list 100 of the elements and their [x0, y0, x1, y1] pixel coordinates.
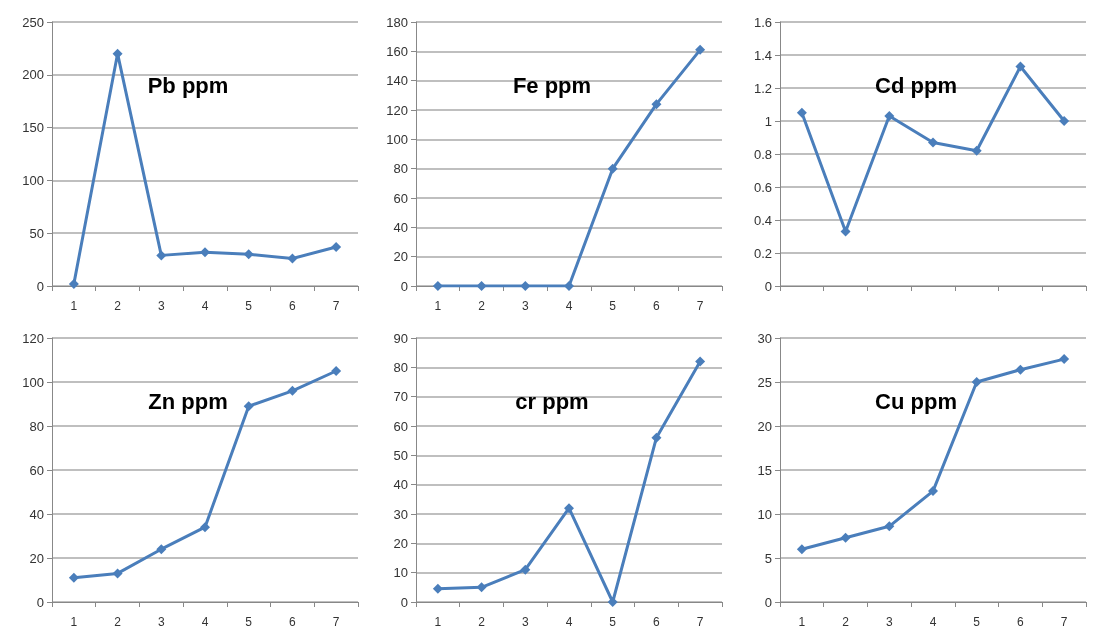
point: [1059, 116, 1070, 126]
point: [287, 385, 298, 396]
x-tick-label: 7: [332, 299, 340, 313]
point: [476, 281, 487, 291]
x-tick-label: 3: [157, 615, 165, 629]
point: [695, 44, 706, 55]
point: [971, 377, 982, 387]
x-tick-label: 6: [653, 615, 661, 629]
point: [651, 432, 662, 443]
x-tick-label: 5: [609, 299, 617, 313]
point: [243, 401, 254, 412]
text: Cu ppm: [875, 388, 957, 414]
text: Zn ppm: [148, 388, 228, 414]
point: [840, 532, 851, 543]
x-tick-label: 2: [842, 615, 850, 629]
y-tick-label: 150: [22, 120, 44, 136]
text: Cd ppm: [875, 72, 957, 98]
x-tick-label: 4: [201, 299, 209, 313]
x-tick-label: 5: [609, 615, 617, 629]
y-tick-label: 0.4: [753, 212, 772, 228]
x-tick-label: 1: [70, 299, 78, 313]
point: [971, 145, 982, 156]
x-tick-label: 2: [114, 615, 122, 629]
point: [112, 568, 123, 579]
y-tick-label: 120: [22, 330, 44, 346]
point: [520, 281, 531, 291]
y-tick-label: 120: [386, 102, 408, 118]
y-tick-label: 50: [393, 447, 408, 463]
point: [928, 486, 938, 497]
y-tick-label: 0: [764, 594, 772, 610]
point: [200, 247, 210, 258]
x-tick-label: 7: [696, 615, 704, 629]
x-tick-label: 4: [565, 615, 573, 629]
point: [1015, 61, 1026, 72]
y-tick-label: 100: [386, 131, 408, 147]
y-tick-label: 20: [393, 249, 408, 265]
point: [695, 356, 706, 367]
point: [156, 250, 167, 261]
point: [884, 111, 895, 122]
y-tick-label: 20: [393, 535, 408, 551]
x-tick-label: 2: [114, 299, 122, 313]
point: [1015, 364, 1026, 375]
y-tick-label: 5: [764, 550, 772, 566]
x-tick-label: 4: [201, 615, 209, 629]
y-tick-label: 60: [393, 418, 408, 434]
x-tick-label: 3: [885, 615, 893, 629]
text: Fe ppm: [512, 72, 592, 98]
point: [928, 137, 938, 148]
point: [607, 597, 618, 607]
x-tick-label: 1: [434, 299, 442, 313]
point: [840, 226, 851, 237]
x-tick-label: 6: [289, 615, 297, 629]
y-tick-label: 0: [36, 594, 44, 610]
y-tick-label: 0.8: [753, 146, 772, 162]
x-tick-label: 2: [478, 615, 486, 629]
x-tick-label: 7: [696, 299, 704, 313]
point: [520, 564, 531, 575]
y-tick-label: 140: [386, 73, 408, 89]
x-tick-label: 5: [973, 615, 981, 629]
y-tick-label: 60: [29, 462, 44, 478]
y-tick-label: 250: [22, 14, 44, 30]
y-tick-label: 0.2: [753, 245, 772, 261]
point: [796, 544, 807, 555]
y-tick-label: 50: [29, 225, 44, 241]
y-tick-label: 0: [764, 278, 772, 294]
point: [200, 522, 210, 533]
y-tick-label: 1: [764, 113, 772, 129]
point: [884, 521, 895, 532]
y-tick-label: 1.6: [753, 14, 772, 30]
y-tick-label: 10: [393, 565, 408, 581]
y-tick-label: 1.2: [753, 80, 772, 96]
point: [68, 572, 79, 583]
y-tick-label: 90: [393, 330, 408, 346]
y-tick-label: 0: [400, 278, 408, 294]
y-tick-label: 1.4: [753, 47, 772, 63]
point: [651, 99, 662, 110]
y-tick-label: 80: [29, 418, 44, 434]
point: [564, 503, 574, 514]
x-tick-label: 5: [245, 299, 253, 313]
point: [432, 281, 443, 291]
x-tick-label: 3: [521, 299, 529, 313]
x-tick-label: 1: [70, 615, 78, 629]
x-tick-label: 6: [653, 299, 661, 313]
point: [432, 583, 443, 594]
y-tick-label: 200: [22, 67, 44, 83]
point: [287, 253, 298, 264]
point: [331, 366, 342, 376]
y-tick-label: 40: [393, 219, 408, 235]
point: [1059, 354, 1070, 365]
y-tick-label: 40: [29, 506, 44, 522]
y-tick-label: 10: [757, 506, 772, 522]
x-tick-label: 7: [332, 615, 340, 629]
x-tick-label: 7: [1060, 615, 1068, 629]
y-tick-label: 25: [757, 374, 772, 390]
x-tick-label: 3: [157, 299, 165, 313]
y-tick-label: 20: [29, 550, 44, 566]
point: [607, 163, 618, 174]
text: cr ppm: [515, 388, 589, 414]
x-tick-label: 4: [565, 299, 573, 313]
y-tick-label: 60: [393, 190, 408, 206]
